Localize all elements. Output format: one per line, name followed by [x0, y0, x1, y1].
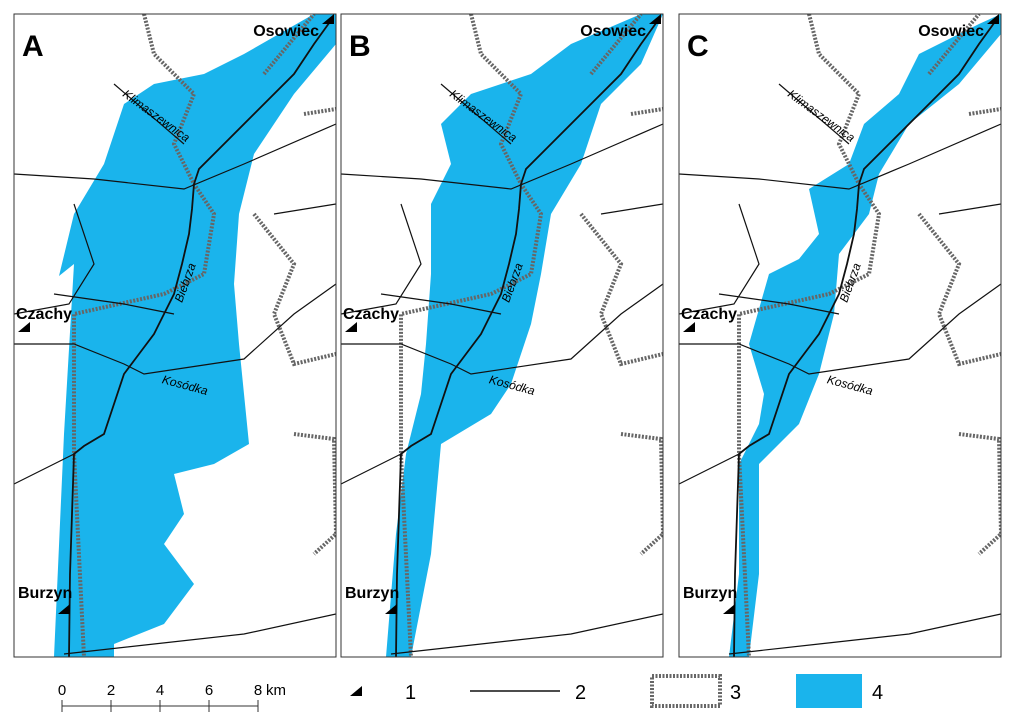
road	[718, 293, 840, 315]
place-name: Czachy	[681, 306, 737, 323]
boundary	[917, 212, 1001, 367]
road	[938, 203, 1001, 215]
flood-area	[386, 14, 663, 657]
legend-symbol	[796, 674, 862, 708]
road	[440, 83, 512, 145]
legend-label: 2	[575, 682, 586, 704]
gauge-marker	[18, 322, 30, 332]
place-name: Osowiec	[918, 23, 984, 40]
road	[679, 453, 740, 485]
road	[14, 203, 95, 315]
legend-label: 4	[872, 682, 883, 704]
panel-border	[13, 13, 337, 658]
road	[679, 283, 1001, 375]
scale-unit: km	[266, 682, 286, 699]
boundary	[262, 14, 316, 76]
legend-symbol	[650, 674, 722, 708]
road	[679, 203, 760, 315]
boundary	[737, 14, 882, 657]
boundary	[252, 212, 336, 367]
legend-symbol	[350, 686, 362, 696]
boundary	[589, 14, 643, 76]
boundary	[72, 14, 217, 657]
panel-background	[679, 14, 1001, 657]
place-name: Czachy	[16, 306, 72, 323]
road	[273, 203, 336, 215]
place-name: Burzyn	[683, 585, 737, 602]
scale-label: 8	[254, 682, 262, 699]
gauge-marker	[649, 14, 661, 24]
flood-area	[54, 14, 336, 657]
river	[733, 18, 998, 657]
legend-label: 3	[730, 682, 741, 704]
road	[53, 293, 175, 315]
road	[341, 203, 422, 315]
boundary	[927, 14, 981, 76]
gauge-marker	[322, 14, 334, 24]
road	[113, 83, 185, 145]
boundary	[293, 432, 336, 556]
river	[395, 18, 660, 657]
gauge-marker	[58, 604, 70, 614]
scale-label: 2	[107, 682, 115, 699]
panel-content	[341, 14, 663, 657]
gauge-marker	[345, 322, 357, 332]
map-panel: C OsowiecCzachyBurzynKlimaszewnicaBiebrza…	[678, 13, 1002, 658]
gauge-marker	[987, 14, 999, 24]
panel-content	[679, 14, 1001, 657]
boundary	[630, 107, 663, 116]
panel-border	[678, 13, 1002, 658]
boundary	[579, 212, 663, 367]
place-name: Burzyn	[18, 585, 72, 602]
road	[778, 83, 850, 145]
place-name: Osowiec	[580, 23, 646, 40]
boundary	[303, 107, 336, 116]
flood-area	[729, 14, 1001, 657]
panel-label: B	[349, 30, 371, 63]
place-name: Osowiec	[253, 23, 319, 40]
road	[14, 283, 336, 375]
boundary	[958, 432, 1001, 556]
road	[14, 123, 336, 190]
road	[728, 613, 1001, 655]
boundary	[620, 432, 663, 556]
road	[341, 123, 663, 190]
scale-label: 4	[156, 682, 164, 699]
gauge-marker	[723, 604, 735, 614]
road	[600, 203, 663, 215]
map-panel: B OsowiecCzachyBurzynKlimaszewnicaBiebrza…	[340, 13, 664, 658]
river	[68, 18, 333, 657]
road	[390, 613, 663, 655]
road	[341, 453, 402, 485]
gauge-marker	[385, 604, 397, 614]
boundary	[968, 107, 1001, 116]
road	[14, 453, 75, 485]
road	[63, 613, 336, 655]
map-panel: A OsowiecCzachyBurzynKlimaszewnicaBiebrza…	[13, 13, 337, 658]
scale-label: 0	[58, 682, 66, 699]
legend-label: 1	[405, 682, 416, 704]
place-name: Burzyn	[345, 585, 399, 602]
boundary	[399, 14, 544, 657]
scale-label: 6	[205, 682, 213, 699]
road	[380, 293, 502, 315]
road	[341, 283, 663, 375]
panel-label: C	[687, 30, 709, 63]
road	[679, 123, 1001, 190]
gauge-marker	[683, 322, 695, 332]
panel-border	[340, 13, 664, 658]
panel-content	[14, 14, 336, 657]
panel-label: A	[22, 30, 44, 63]
place-name: Czachy	[343, 306, 399, 323]
